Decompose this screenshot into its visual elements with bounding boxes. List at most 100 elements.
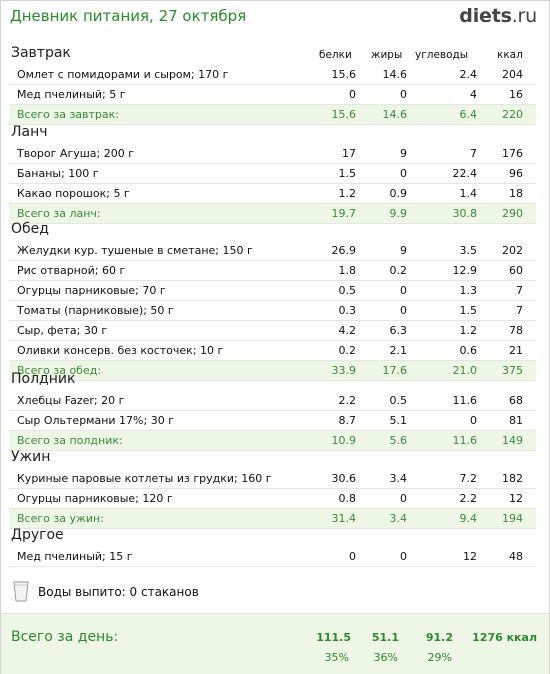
food-fat: 0.5 — [389, 394, 408, 407]
total-kcal: 375 — [502, 364, 523, 377]
food-fat: 2.1 — [389, 344, 408, 357]
food-fat: 0.2 — [389, 264, 408, 277]
food-protein: 4.2 — [338, 324, 357, 337]
food-protein: 1.2 — [338, 187, 357, 200]
food-carbs: 12 — [463, 550, 477, 563]
day-total-label: Всего за день: — [11, 629, 119, 645]
food-name: Куриные паровые котлеты из грудки; 160 г — [17, 472, 272, 485]
food-row[interactable]: Томаты (парниковые); 50 г 0.3 0 1.5 7 — [9, 301, 536, 321]
food-row[interactable]: Омлет с помидорами и сыром; 170 г 15.6 14.… — [9, 65, 536, 85]
food-row[interactable]: Сыр Ольтермани 17%; 30 г 8.7 5.1 0 81 — [9, 411, 536, 431]
food-carbs: 7.2 — [459, 472, 478, 485]
food-carbs: 1.2 — [459, 324, 478, 337]
total-carbs: 21.0 — [452, 364, 478, 377]
food-fat: 9 — [400, 147, 407, 160]
total-name: Всего за ланч: — [17, 207, 101, 220]
food-name: Рис отварной; 60 г — [17, 264, 126, 277]
food-row[interactable]: Творог Агуша; 200 г 17 9 7 176 — [9, 144, 536, 164]
food-kcal: 16 — [509, 88, 523, 101]
total-protein: 33.9 — [331, 364, 357, 377]
food-protein: 26.9 — [331, 244, 357, 257]
food-fat: 0 — [400, 492, 407, 505]
food-name: Сыр Ольтермани 17%; 30 г — [17, 414, 174, 427]
total-name: Всего за ужин: — [17, 512, 104, 525]
day-pct-fat: 36% — [373, 651, 398, 664]
food-row[interactable]: Огурцы парниковые; 120 г 0.8 0 2.2 12 — [9, 489, 536, 509]
food-fat: 3.4 — [389, 472, 408, 485]
food-carbs: 1.3 — [459, 284, 478, 297]
meal-total-row: Всего за полдник: 10.9 5.6 11.6 149 — [9, 431, 536, 451]
food-protein: 0.2 — [338, 344, 357, 357]
total-protein: 15.6 — [331, 108, 357, 121]
food-kcal: 204 — [502, 68, 523, 81]
food-name: Бананы; 100 г — [17, 167, 99, 180]
day-pct-protein: 35% — [324, 651, 349, 664]
food-name: Оливки консерв. без косточек; 10 г — [17, 344, 224, 357]
day-total: Всего за день: 111.5 51.1 91.2 1276 ккал… — [1, 613, 549, 674]
food-row[interactable]: Куриные паровые котлеты из грудки; 160 г… — [9, 469, 536, 489]
food-fat: 5.1 — [389, 414, 408, 427]
food-fat: 0 — [400, 167, 407, 180]
page-title: Дневник питания, 27 октября — [10, 7, 247, 25]
total-fat: 9.9 — [389, 207, 408, 220]
food-carbs: 22.4 — [452, 167, 478, 180]
food-name: Омлет с помидорами и сыром; 170 г — [17, 68, 229, 81]
food-carbs: 12.9 — [452, 264, 478, 277]
food-row[interactable]: Мед пчелиный; 15 г 0 0 12 48 — [9, 547, 536, 567]
food-name: Творог Агуша; 200 г — [17, 147, 135, 160]
food-protein: 0 — [349, 88, 356, 101]
total-kcal: 290 — [502, 207, 523, 220]
food-carbs: 1.5 — [459, 304, 478, 317]
meal-total-row: Всего за обед: 33.9 17.6 21.0 375 — [9, 361, 536, 381]
total-protein: 31.4 — [331, 512, 357, 525]
day-total-kcal: 1276 ккал — [472, 631, 537, 644]
food-carbs: 7 — [470, 147, 477, 160]
food-row[interactable]: Огурцы парниковые; 70 г 0.5 0 1.3 7 — [9, 281, 536, 301]
total-carbs: 30.8 — [452, 207, 478, 220]
food-row[interactable]: Бананы; 100 г 1.5 0 22.4 96 — [9, 164, 536, 184]
total-fat: 3.4 — [389, 512, 408, 525]
food-kcal: 81 — [509, 414, 523, 427]
food-protein: 0.8 — [338, 492, 357, 505]
food-fat: 0 — [400, 88, 407, 101]
col-kcal: ккал — [497, 49, 523, 61]
meal-title: Обед — [11, 221, 49, 237]
food-carbs: 2.4 — [459, 68, 478, 81]
food-kcal: 96 — [509, 167, 523, 180]
total-fat: 17.6 — [382, 364, 408, 377]
glass-icon[interactable] — [13, 581, 29, 605]
site-logo[interactable]: diets.ru — [459, 5, 537, 27]
meal-rows: Хлебцы Fazer; 20 г 2.2 0.5 11.6 68 Сыр Ольтер… — [9, 391, 536, 451]
food-name: Огурцы парниковые; 70 г — [17, 284, 166, 297]
food-protein: 0 — [349, 550, 356, 563]
food-carbs: 0.6 — [459, 344, 478, 357]
food-name: Сыр, фета; 30 г — [17, 324, 108, 337]
food-protein: 8.7 — [338, 414, 357, 427]
food-row[interactable]: Желудки кур. тушеные в сметане; 150 г 26.… — [9, 241, 536, 261]
food-kcal: 182 — [502, 472, 523, 485]
day-total-protein: 111.5 — [316, 631, 351, 644]
food-row[interactable]: Хлебцы Fazer; 20 г 2.2 0.5 11.6 68 — [9, 391, 536, 411]
total-name: Всего за завтрак: — [17, 108, 120, 121]
day-total-fat: 51.1 — [371, 631, 399, 644]
food-row[interactable]: Какао порошок; 5 г 1.2 0.9 1.4 18 — [9, 184, 536, 204]
food-name: Мед пчелиный; 15 г — [17, 550, 133, 563]
food-protein: 1.8 — [338, 264, 357, 277]
meal-total-row: Всего за ланч: 19.7 9.9 30.8 290 — [9, 204, 536, 224]
food-row[interactable]: Оливки консерв. без косточек; 10 г 0.2 2.1… — [9, 341, 536, 361]
food-protein: 1.5 — [338, 167, 357, 180]
food-carbs: 4 — [470, 88, 477, 101]
food-kcal: 7 — [516, 284, 523, 297]
meal-title: Ужин — [11, 449, 51, 465]
food-protein: 0.3 — [338, 304, 357, 317]
food-row[interactable]: Сыр, фета; 30 г 4.2 6.3 1.2 78 — [9, 321, 536, 341]
food-row[interactable]: Рис отварной; 60 г 1.8 0.2 12.9 60 — [9, 261, 536, 281]
total-name: Всего за полдник: — [17, 434, 123, 447]
food-kcal: 21 — [509, 344, 523, 357]
total-fat: 5.6 — [389, 434, 408, 447]
meal-rows: Творог Агуша; 200 г 17 9 7 176 Бананы; 100 г 1… — [9, 144, 536, 224]
food-row[interactable]: Мед пчелиный; 5 г 0 0 4 16 — [9, 85, 536, 105]
total-carbs: 6.4 — [459, 108, 478, 121]
food-carbs: 1.4 — [459, 187, 478, 200]
